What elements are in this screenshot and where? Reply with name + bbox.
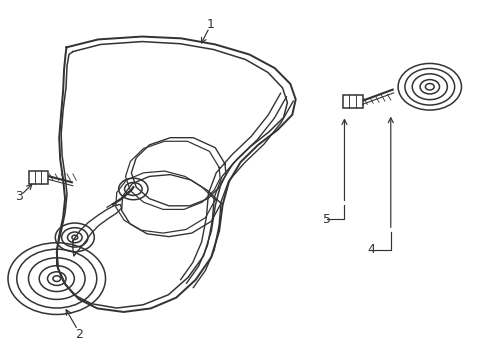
Text: 5: 5 [323, 213, 331, 226]
FancyBboxPatch shape [342, 95, 362, 108]
Text: 1: 1 [206, 18, 214, 31]
Text: 4: 4 [366, 243, 374, 256]
FancyBboxPatch shape [29, 171, 48, 184]
Text: 3: 3 [15, 190, 23, 203]
Text: 2: 2 [75, 328, 82, 341]
